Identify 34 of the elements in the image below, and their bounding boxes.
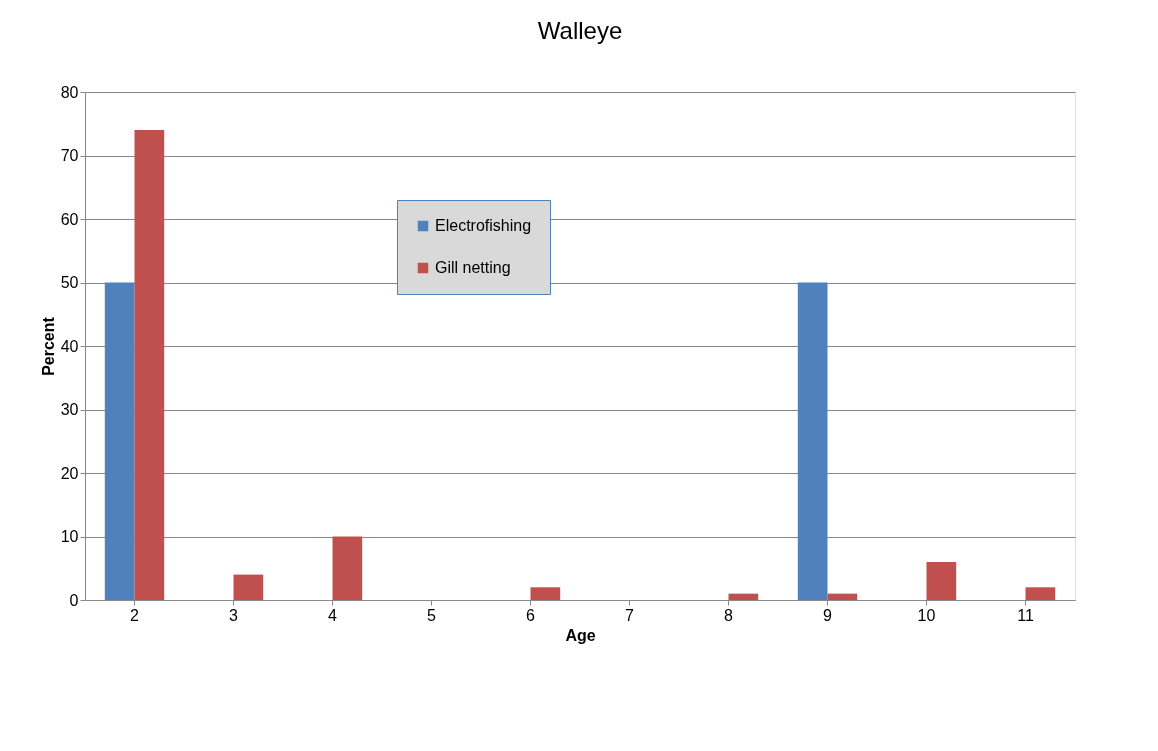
bar bbox=[728, 593, 759, 600]
x-tick-label: 4 bbox=[328, 606, 338, 624]
y-tick-label: 30 bbox=[60, 401, 79, 418]
x-tick-label: 9 bbox=[823, 606, 833, 624]
legend-label: Electrofishing bbox=[435, 217, 532, 234]
x-tick-label: 11 bbox=[1017, 606, 1034, 624]
y-tick-label: 20 bbox=[60, 464, 79, 482]
x-tick-label: 3 bbox=[229, 606, 239, 624]
bar bbox=[134, 130, 165, 600]
y-tick-label: 10 bbox=[60, 528, 79, 545]
x-tick-label: 8 bbox=[724, 606, 734, 624]
y-tick-label: 60 bbox=[60, 210, 79, 228]
y-tick-label: 40 bbox=[60, 337, 79, 355]
x-tick-label: 2 bbox=[130, 606, 140, 624]
y-tick-label: 0 bbox=[69, 591, 79, 609]
bar bbox=[104, 282, 135, 600]
bar bbox=[332, 536, 363, 600]
bar bbox=[530, 587, 561, 600]
x-axis-title: Age bbox=[565, 626, 596, 644]
x-tick-label: 7 bbox=[625, 606, 635, 624]
bar bbox=[827, 593, 858, 600]
bar bbox=[1025, 587, 1056, 600]
bar bbox=[233, 574, 264, 600]
bar bbox=[797, 282, 828, 600]
y-axis-title: Percent bbox=[39, 316, 57, 376]
x-tick-label: 6 bbox=[526, 606, 536, 624]
chart-title: Walleye bbox=[537, 17, 623, 44]
legend-label: Gill netting bbox=[435, 259, 511, 276]
x-tick-label: 10 bbox=[917, 606, 936, 624]
y-tick-label: 50 bbox=[60, 274, 79, 291]
y-tick-label: 70 bbox=[60, 147, 79, 164]
x-tick-label: 5 bbox=[427, 606, 437, 624]
y-tick-label: 80 bbox=[60, 83, 79, 101]
bar bbox=[926, 561, 957, 600]
